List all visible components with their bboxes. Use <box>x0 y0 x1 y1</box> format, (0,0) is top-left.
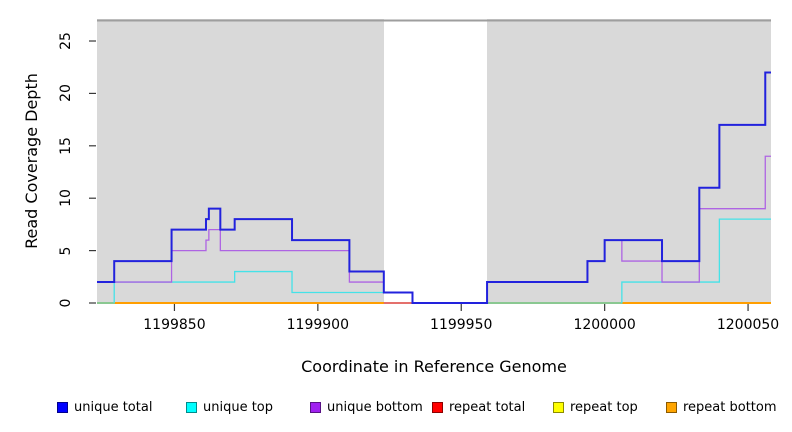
y-tick-label: 10 <box>58 189 74 208</box>
y-axis-title: Read Coverage Depth <box>22 73 41 249</box>
x-tick-label: 1200000 <box>573 317 636 333</box>
series-line-unique-top <box>97 270 384 304</box>
y-tick-label: 5 <box>58 246 74 256</box>
y-tick-label: 15 <box>58 136 74 155</box>
coverage-gap-band <box>383 19 488 303</box>
series-line-unique-total <box>97 71 771 304</box>
y-tick-label: 20 <box>58 84 74 103</box>
x-tick-label: 1199950 <box>430 317 493 333</box>
y-tick-label: 25 <box>58 32 74 50</box>
y-tick-label: 0 <box>58 298 74 308</box>
x-tick-label: 1199900 <box>286 317 349 333</box>
x-axis-title: Coordinate in Reference Genome <box>301 357 567 376</box>
x-tick-label: 1200050 <box>716 317 780 333</box>
x-tick-label: 1199850 <box>143 317 206 333</box>
